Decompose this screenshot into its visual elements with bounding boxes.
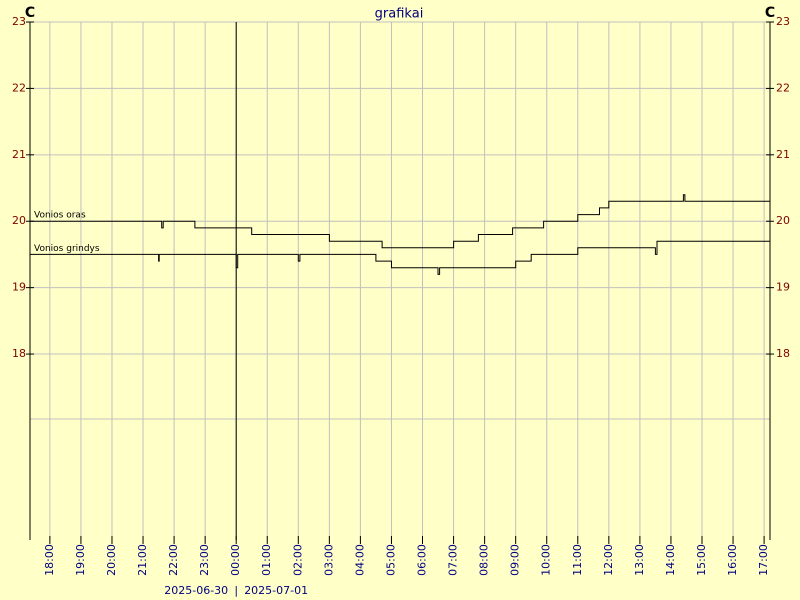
series-label: Vonios oras [34,211,86,221]
x-tick-label: 21:00 [136,544,149,576]
y-tick-label-right: 19 [776,281,790,294]
series-label: Vonios grindys [34,244,100,254]
y-tick-label: 20 [12,214,26,227]
x-tick-label: 15:00 [695,544,708,576]
chart-title: grafikai [375,7,424,22]
y-tick-label-right: 23 [776,15,790,28]
x-tick-label: 23:00 [198,544,211,576]
x-tick-label: 13:00 [633,544,646,576]
x-tick-label: 00:00 [229,544,242,576]
x-tick-label: 19:00 [74,544,87,576]
y-tick-label-right: 21 [776,148,790,161]
y-tick-label: 21 [12,148,26,161]
x-tick-label: 06:00 [416,544,429,576]
y-tick-label: 18 [12,347,26,360]
y-tick-label-right: 18 [776,347,790,360]
x-tick-label: 01:00 [260,544,273,576]
x-tick-label: 20:00 [105,544,118,576]
y-tick-label: 19 [12,281,26,294]
x-tick-label: 09:00 [509,544,522,576]
x-tick-label: 12:00 [602,544,615,576]
x-tick-label: 03:00 [322,544,335,576]
date-separator: | [234,584,238,597]
x-tick-label: 18:00 [43,544,56,576]
series-line [30,240,770,275]
x-tick-label: 07:00 [447,544,460,576]
y-axis-label-right: C [765,5,775,21]
x-tick-label: 17:00 [757,544,770,576]
x-tick-label: 22:00 [167,544,180,576]
x-tick-label: 04:00 [353,544,366,576]
y-tick-label: 23 [12,15,26,28]
plot: 18 18 19 19 20 20 21 21 22 22 23 23 18:00 19:00 20:00 2… [12,15,790,597]
x-tick-label: 05:00 [384,544,397,576]
series-line [30,194,770,249]
y-tick-label-right: 22 [776,81,790,94]
x-tick-label: 08:00 [478,544,491,576]
x-tick-label: 11:00 [571,544,584,576]
y-tick-label: 22 [12,81,26,94]
date-label: 2025-06-30 [164,584,228,597]
x-tick-label: 10:00 [540,544,553,576]
date-label: 2025-07-01 [244,584,308,597]
y-axis-label: C [25,5,35,21]
y-tick-label-right: 20 [776,214,790,227]
x-tick-label: 14:00 [664,544,677,576]
x-tick-label: 02:00 [291,544,304,576]
x-tick-label: 16:00 [726,544,739,576]
